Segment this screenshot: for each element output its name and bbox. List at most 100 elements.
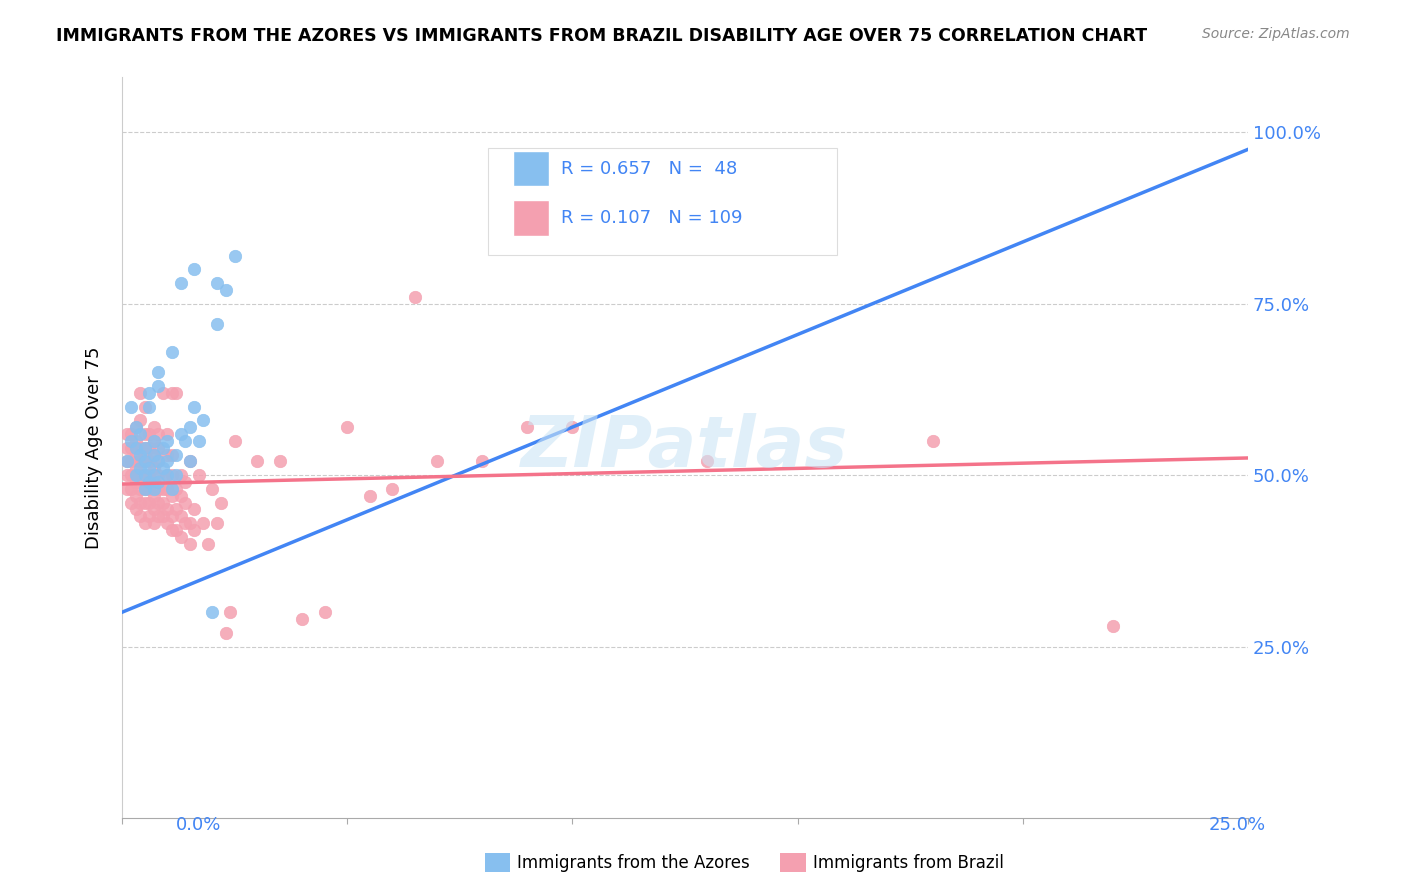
Point <box>174 475 197 489</box>
Point <box>115 482 138 496</box>
Point <box>165 468 187 483</box>
Point <box>134 468 156 483</box>
Y-axis label: Disability Age Over 75: Disability Age Over 75 <box>86 346 103 549</box>
Point <box>156 482 179 496</box>
Point <box>129 461 152 475</box>
Point <box>134 454 156 468</box>
Point <box>183 400 205 414</box>
Point <box>146 454 169 468</box>
Point <box>142 475 165 489</box>
Point <box>179 454 201 468</box>
Point <box>142 420 165 434</box>
Point <box>115 454 138 468</box>
Point <box>134 482 156 496</box>
Point <box>138 441 160 455</box>
Point <box>169 427 191 442</box>
Text: Source: ZipAtlas.com: Source: ZipAtlas.com <box>1202 27 1350 41</box>
Point <box>142 434 165 448</box>
Point <box>179 454 201 468</box>
Point <box>142 448 165 462</box>
Point <box>146 495 169 509</box>
Point <box>160 448 183 462</box>
Point <box>129 454 152 468</box>
Point <box>129 427 152 442</box>
Point <box>142 516 165 530</box>
Point <box>169 530 191 544</box>
Point <box>269 454 291 468</box>
Point <box>183 502 205 516</box>
Point <box>146 475 169 489</box>
Point <box>179 516 201 530</box>
Point <box>115 441 138 455</box>
Point <box>160 344 183 359</box>
Point <box>146 441 169 455</box>
Point <box>115 427 138 442</box>
Point <box>169 509 191 524</box>
Point <box>142 482 165 496</box>
Point <box>138 475 160 489</box>
Point <box>174 516 197 530</box>
Point <box>359 489 381 503</box>
Point <box>120 400 142 414</box>
Point <box>191 413 214 427</box>
Point <box>134 482 156 496</box>
Point <box>160 489 183 503</box>
Text: 0.0%: 0.0% <box>176 816 221 834</box>
Point <box>152 461 174 475</box>
Point <box>160 468 183 483</box>
Point <box>165 385 187 400</box>
Point <box>165 523 187 537</box>
Text: R = 0.107   N = 109: R = 0.107 N = 109 <box>561 209 742 227</box>
Point <box>156 448 179 462</box>
Point <box>187 434 209 448</box>
Point <box>404 290 426 304</box>
Point <box>129 448 152 462</box>
Point <box>142 434 165 448</box>
Point <box>214 625 236 640</box>
Text: IMMIGRANTS FROM THE AZORES VS IMMIGRANTS FROM BRAZIL DISABILITY AGE OVER 75 CORR: IMMIGRANTS FROM THE AZORES VS IMMIGRANTS… <box>56 27 1147 45</box>
Point <box>138 385 160 400</box>
Point <box>146 468 169 483</box>
Point <box>156 468 179 483</box>
Point <box>165 502 187 516</box>
Point <box>134 427 156 442</box>
Point <box>138 468 160 483</box>
Point <box>471 454 494 468</box>
Point <box>516 420 538 434</box>
Point <box>201 482 224 496</box>
Point <box>169 468 191 483</box>
Point <box>156 434 179 448</box>
Point <box>224 434 246 448</box>
Point <box>201 605 224 619</box>
Point <box>120 427 142 442</box>
Point <box>129 509 152 524</box>
Point <box>120 434 142 448</box>
Point <box>120 441 142 455</box>
Point <box>115 468 138 483</box>
Point <box>209 495 232 509</box>
Point <box>205 516 228 530</box>
Point <box>142 489 165 503</box>
Point <box>191 516 214 530</box>
FancyBboxPatch shape <box>513 201 548 235</box>
Point <box>561 420 583 434</box>
Point <box>205 276 228 290</box>
Point <box>156 427 179 442</box>
Point <box>115 454 138 468</box>
Text: Immigrants from the Azores: Immigrants from the Azores <box>517 854 751 871</box>
Point <box>134 516 156 530</box>
Point <box>124 420 146 434</box>
Point <box>146 365 169 379</box>
Point <box>129 385 152 400</box>
Point <box>142 448 165 462</box>
Point <box>169 276 191 290</box>
Point <box>205 318 228 332</box>
Text: Immigrants from Brazil: Immigrants from Brazil <box>813 854 1004 871</box>
Point <box>1101 619 1123 633</box>
Point <box>146 379 169 393</box>
Point <box>152 495 174 509</box>
Point <box>134 495 156 509</box>
Point <box>124 448 146 462</box>
Point <box>156 468 179 483</box>
Point <box>179 420 201 434</box>
